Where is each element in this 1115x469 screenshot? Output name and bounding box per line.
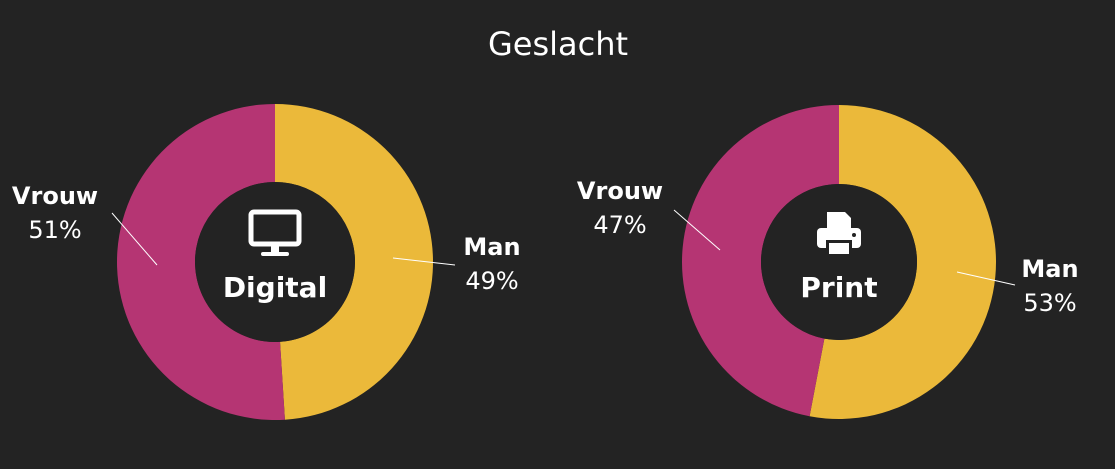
icon-part [827,212,851,228]
leader-line [111,212,158,266]
slice [682,105,839,417]
slice [809,105,997,419]
slice-value-label: 47% [593,211,646,239]
slice-value-label: 51% [28,216,81,244]
icon-part [248,209,302,247]
slice-value-label: 49% [465,267,518,295]
slice-label: Vrouw [577,177,663,205]
icon-part [829,243,849,254]
icon-part [271,245,279,253]
slice [117,104,285,421]
donut-hole [195,182,355,342]
donut-center-label: Digital [223,271,327,304]
monitor-icon [248,209,302,256]
printer-icon [817,212,861,254]
leader-line [956,271,1016,286]
icon-part [852,233,856,237]
icon-part [261,252,289,256]
slice-value-label: 53% [1023,289,1076,317]
icon-layer [248,209,861,256]
page-title: Geslacht [488,25,628,63]
slice-label: Man [463,233,520,261]
donut-hole [761,184,917,340]
slice-label: Man [1021,255,1078,283]
slice [275,104,434,420]
donut-center-label: Print [800,271,877,304]
slice-label: Vrouw [12,182,98,210]
leader-line [392,257,456,266]
leader-line [673,209,721,251]
